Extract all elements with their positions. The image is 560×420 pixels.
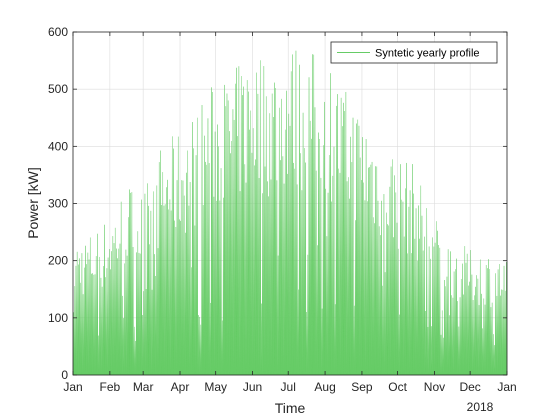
legend: Syntetic yearly profile <box>330 41 498 64</box>
x-tick-label: Apr <box>171 380 190 394</box>
y-tick-label: 100 <box>48 311 68 325</box>
series-area-syntetic-yearly-profile <box>72 50 508 376</box>
y-axis-label: Power [kW] <box>25 167 41 239</box>
x-tick-label: Aug <box>314 380 335 394</box>
y-tick-label: 0 <box>61 368 68 382</box>
x-tick-label: Oct <box>388 380 407 394</box>
x-tick-label: Jul <box>281 380 296 394</box>
x-tick-label: Sep <box>351 380 373 394</box>
y-tick-label: 600 <box>48 25 68 39</box>
x-tick-label: Nov <box>424 380 445 394</box>
y-tick-label: 200 <box>48 254 68 268</box>
y-tick-label: 400 <box>48 139 68 153</box>
legend-box <box>330 41 498 64</box>
x-axis-year-label: 2018 <box>467 400 494 414</box>
y-tick-label: 500 <box>48 82 68 96</box>
x-axis-ticks: Jan Feb Mar Apr May Jun Jul Aug Sep Oct Nov Dec Jan <box>63 32 517 394</box>
series-syntetic-yearly-profile <box>72 50 508 376</box>
x-tick-label: Dec <box>459 380 480 394</box>
x-tick-label: Jun <box>243 380 262 394</box>
legend-entry-label: Syntetic yearly profile <box>375 48 480 60</box>
y-axis-ticks: 0 100 200 300 400 500 600 <box>48 25 507 382</box>
x-tick-label: Jan <box>497 380 516 394</box>
x-tick-label: Jan <box>63 380 82 394</box>
x-tick-label: Feb <box>100 380 121 394</box>
x-tick-label: Mar <box>133 380 154 394</box>
x-axis-label: Time <box>275 400 306 416</box>
y-tick-label: 300 <box>48 197 68 211</box>
x-tick-label: May <box>204 380 227 394</box>
